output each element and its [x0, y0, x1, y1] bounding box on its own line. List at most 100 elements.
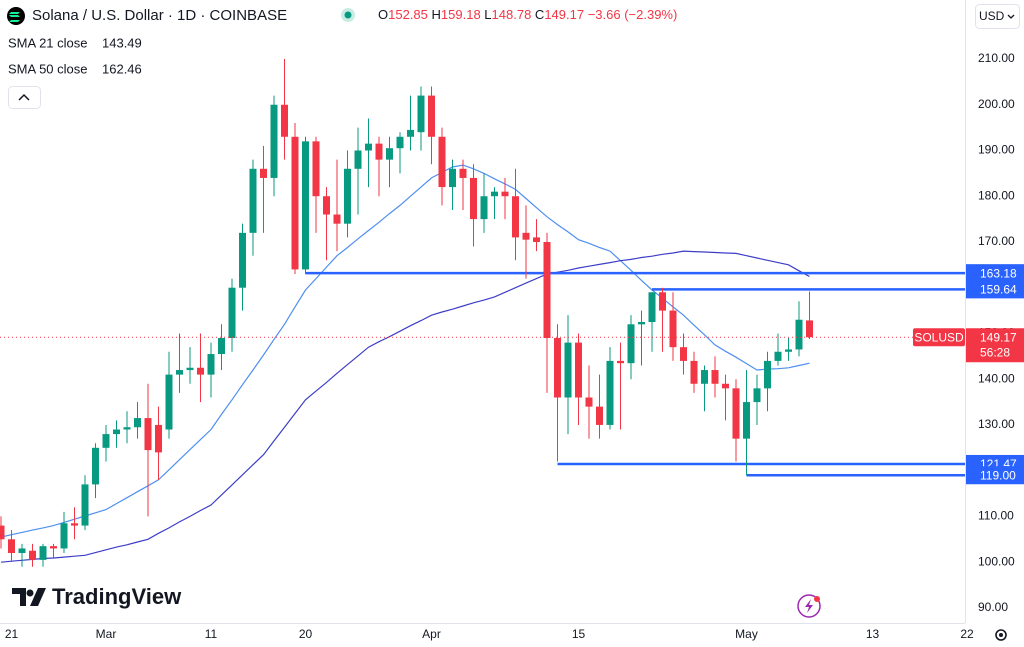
x-tick-label: Apr [422, 627, 441, 641]
candle-body [648, 292, 656, 323]
candle-body [323, 196, 330, 215]
x-tick-label: 11 [205, 627, 218, 641]
ohlc-label: C [535, 7, 544, 22]
legend-label: SMA 50 close [8, 61, 88, 76]
x-tick-label: 13 [866, 627, 880, 641]
candle-body [92, 447, 99, 485]
candle-body [764, 360, 771, 389]
live-indicator-dot [344, 11, 352, 19]
candle-body [774, 351, 782, 361]
settings-icon[interactable] [995, 629, 1007, 641]
candle-body [228, 287, 236, 339]
candle-body [113, 429, 120, 435]
candle-body [690, 360, 698, 384]
y-tick-label: 190.00 [978, 143, 1015, 157]
candle-body [753, 388, 761, 403]
chart-title: Solana / U.S. Dollar · 1D · COINBASE [32, 7, 287, 24]
candle-body [249, 168, 257, 233]
x-tick-label: 22 [960, 627, 974, 641]
change: −3.66 (−2.39%) [588, 7, 678, 22]
symbol-icon-mark [9, 12, 20, 22]
candle-body [459, 168, 467, 178]
candle-body [785, 349, 792, 352]
candle-body [554, 338, 561, 398]
candle-body [239, 232, 246, 288]
candle-body [743, 402, 750, 439]
y-tick-label: 130.00 [978, 417, 1015, 431]
candle-body [491, 191, 498, 197]
settings-icon-center [999, 633, 1003, 637]
candle-body [155, 424, 162, 453]
candle-body [60, 523, 68, 549]
x-tick-label: 21 [5, 627, 19, 641]
x-tick-label: 15 [572, 627, 586, 641]
plot-area [0, 59, 965, 567]
candle-body [39, 546, 47, 560]
ohlc-label: O [378, 7, 388, 22]
legend-value: 143.49 [102, 35, 142, 50]
x-tick-label: 20 [299, 627, 313, 641]
candle-body [438, 136, 446, 188]
price-label: 149.17 [980, 330, 1017, 344]
candle-body [176, 370, 183, 375]
y-tick-label: 100.00 [978, 554, 1015, 568]
candle-body [585, 397, 593, 407]
candle-body [270, 104, 278, 178]
candle-body [501, 191, 509, 197]
ohlc-value: 149.17 [544, 7, 584, 22]
currency-button[interactable] [975, 4, 1020, 29]
overlay: Solana / U.S. Dollar · 1D · COINBASE O15… [7, 4, 1020, 641]
level-label-box [966, 280, 1024, 299]
symbol-label-box [913, 328, 965, 347]
candle-body [407, 129, 414, 137]
symbol-label: SOLUSD [914, 330, 964, 344]
candle-body [480, 196, 488, 220]
candle-body [522, 232, 530, 240]
candle-body [165, 374, 173, 430]
x-tick-label: May [735, 627, 758, 641]
candle-body [71, 523, 78, 526]
y-tick-label: 170.00 [978, 234, 1015, 248]
y-tick-label: 140.00 [978, 371, 1015, 385]
ohlc-value: 152.85 [388, 7, 428, 22]
candle-body [18, 548, 26, 554]
candle-body [291, 136, 299, 270]
price-label-box [966, 328, 1024, 363]
candle-body [617, 360, 624, 364]
candle-body [669, 310, 677, 348]
candle-body [8, 539, 15, 554]
candle-body [806, 320, 813, 338]
candle-body [606, 360, 614, 425]
currency: USD [979, 9, 1005, 23]
level-label-box [966, 466, 1024, 485]
candle-body [365, 143, 372, 151]
alert-bolt [805, 599, 813, 613]
legend-label: SMA 21 close [8, 35, 88, 50]
brand-logo-dot [26, 589, 34, 597]
alert-badge [814, 596, 820, 602]
collapse-button[interactable] [8, 86, 41, 109]
candle-body [680, 347, 687, 361]
candle-body [575, 342, 582, 398]
currency-caret [1007, 14, 1015, 19]
countdown-label: 56:28 [980, 345, 1010, 359]
candle-body [81, 484, 89, 526]
candle-body [260, 168, 267, 178]
ohlc-value: 159.18 [441, 7, 481, 22]
candle-body [123, 427, 131, 430]
candle-body [302, 141, 309, 270]
sma-line [0, 164, 810, 538]
candle-body [543, 241, 551, 339]
candle-body [627, 324, 635, 364]
candle-body [218, 338, 225, 355]
candle-body [795, 319, 803, 350]
collapse-icon [18, 93, 30, 101]
candle-body [386, 148, 393, 160]
ohlc-readout: O152.85 H159.18 L148.78 C149.17 −3.66 (−… [378, 7, 677, 22]
candle-body [0, 525, 5, 540]
candle-body [333, 214, 341, 224]
y-tick-label: 180.00 [978, 188, 1015, 202]
candle-body [449, 168, 456, 188]
candle-body [428, 95, 435, 137]
